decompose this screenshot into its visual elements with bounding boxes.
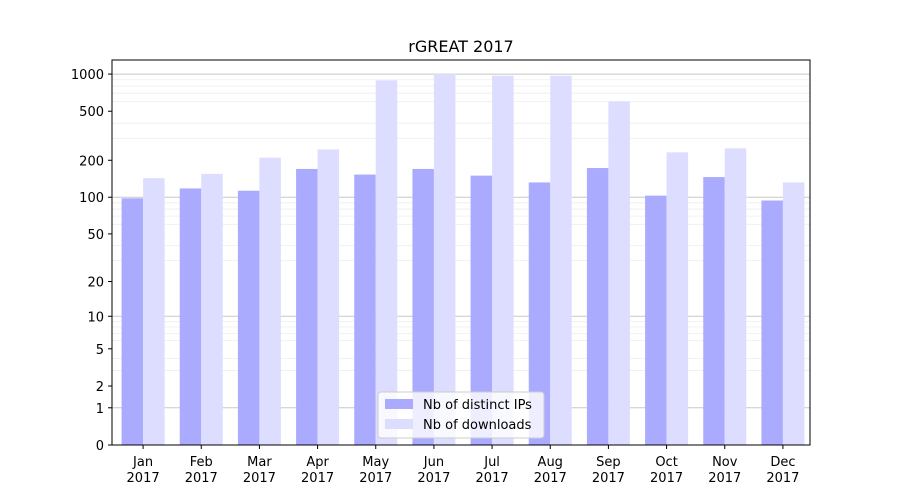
x-tick-label: Sep 2017 xyxy=(592,455,625,486)
x-tick-label: Jul 2017 xyxy=(476,455,509,486)
x-tick-label: Oct 2017 xyxy=(650,455,683,486)
x-tick-label: Mar 2017 xyxy=(243,455,276,486)
bar-downloads xyxy=(259,157,281,445)
legend-label: Nb of distinct IPs xyxy=(423,398,532,413)
y-tick-label: 20 xyxy=(87,276,104,291)
legend-swatch xyxy=(385,419,413,429)
x-tick-label: Nov 2017 xyxy=(708,455,741,486)
bar-ips xyxy=(761,200,783,445)
legend: Nb of distinct IPs Nb of downloads xyxy=(377,391,545,439)
bar-downloads xyxy=(608,101,630,446)
x-tick-label: Jan 2017 xyxy=(127,455,160,486)
y-tick-label: 2 xyxy=(96,380,104,395)
bar-ips xyxy=(470,175,493,446)
x-tick-label: Apr 2017 xyxy=(301,455,334,486)
bar-downloads xyxy=(317,149,340,445)
bar-ips xyxy=(586,168,609,445)
y-tick-label: 10 xyxy=(87,310,104,325)
bar-ips xyxy=(412,168,434,445)
bar-ips xyxy=(296,168,318,445)
bar-ips xyxy=(703,177,725,446)
x-tick-label: Feb 2017 xyxy=(185,455,218,486)
y-tick-label: 1 xyxy=(96,402,104,417)
bar-ips xyxy=(645,195,667,445)
bar-ips xyxy=(354,174,376,446)
bar-downloads xyxy=(666,152,689,445)
plot-frame xyxy=(111,59,811,446)
x-tick-label: Jun 2017 xyxy=(417,455,450,486)
x-tick-label: May 2017 xyxy=(359,455,392,486)
bar-downloads xyxy=(782,182,805,446)
y-tick-label: 1000 xyxy=(71,68,104,83)
legend-swatch xyxy=(385,399,413,409)
legend-label: Nb of downloads xyxy=(423,418,532,433)
bar-ips xyxy=(237,190,260,445)
y-tick-label: 500 xyxy=(79,105,104,120)
legend-box xyxy=(377,391,545,439)
bar-downloads xyxy=(433,74,456,445)
bar-downloads xyxy=(375,80,398,446)
y-tick-label: 100 xyxy=(79,191,104,206)
y-tick-label: 200 xyxy=(79,154,104,169)
bar-downloads xyxy=(201,173,223,445)
bar-ips xyxy=(179,188,202,445)
bar-downloads xyxy=(143,178,165,445)
y-tick-label: 5 xyxy=(96,343,104,358)
bar-ips xyxy=(528,182,551,446)
bar-downloads xyxy=(492,75,514,445)
y-tick-label: 50 xyxy=(87,228,104,243)
chart-title: rGREAT 2017 xyxy=(408,37,513,56)
bar-downloads xyxy=(724,148,747,445)
bar-ips xyxy=(121,198,144,445)
x-tick-label: Aug 2017 xyxy=(534,455,567,486)
bar-downloads xyxy=(550,75,572,445)
y-tick-label: 0 xyxy=(96,439,104,454)
x-tick-label: Dec 2017 xyxy=(766,455,799,486)
